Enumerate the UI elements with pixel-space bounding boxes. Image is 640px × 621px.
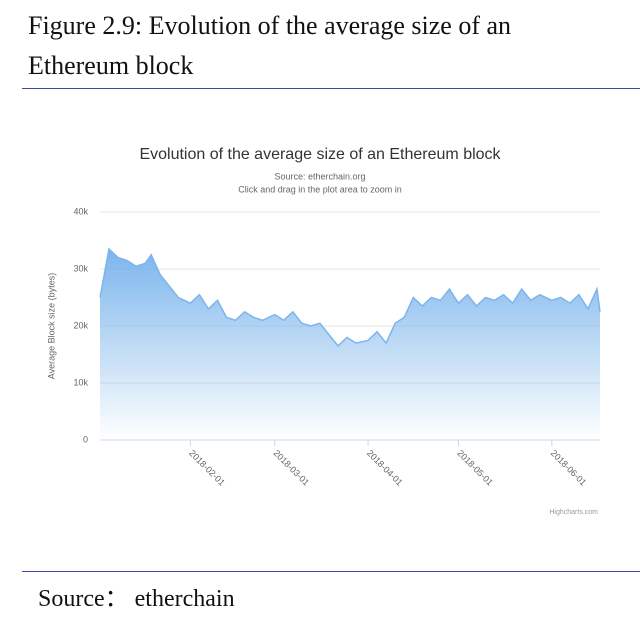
y-tick-label: 10k bbox=[73, 377, 88, 387]
chart-subtitle: Source: etherchain.org bbox=[274, 171, 365, 181]
credits: Highcharts.com bbox=[549, 509, 598, 516]
chart-title: Evolution of the average size of an Ethe… bbox=[139, 146, 501, 163]
y-tick-label: 30k bbox=[73, 263, 88, 273]
rule bbox=[22, 571, 640, 572]
x-tick-label: 2018-03-01 bbox=[272, 448, 312, 488]
y-axis-label: Average Block size (bytes) bbox=[46, 273, 56, 379]
x-tick-label: 2018-05-01 bbox=[455, 448, 495, 488]
y-tick-label: 0 bbox=[83, 434, 88, 444]
x-tick-label: 2018-06-01 bbox=[549, 448, 589, 488]
line bbox=[99, 247, 601, 348]
source-note: Source： etherchain bbox=[38, 586, 235, 612]
area bbox=[100, 249, 600, 440]
y-tick-label: 40k bbox=[73, 206, 88, 216]
y-tick-label: 20k bbox=[73, 320, 88, 330]
figure-caption: Figure 2.9: Evolution of the average siz… bbox=[28, 11, 512, 80]
chart-instruction: Click and drag in the plot area to zoom … bbox=[238, 184, 402, 194]
chart: Evolution of the average size of an Ethe… bbox=[46, 146, 601, 516]
rule bbox=[22, 88, 640, 89]
x-tick-label: 2018-04-01 bbox=[365, 448, 405, 488]
x-tick-label: 2018-02-01 bbox=[187, 448, 227, 488]
